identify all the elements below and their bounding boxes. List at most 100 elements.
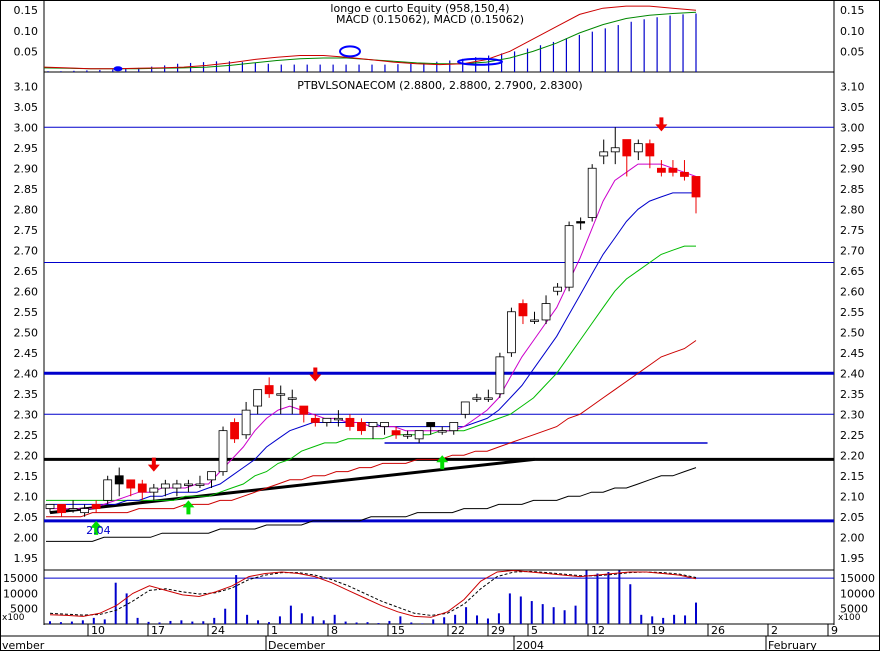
price-y-tick-right: 2.20 — [840, 449, 865, 462]
price-y-tick: 2.70 — [14, 244, 39, 257]
price-y-tick: 2.35 — [14, 388, 39, 401]
candle-body — [357, 422, 366, 432]
x-tick-label: 22 — [451, 624, 465, 637]
macd-title: longo e curto Equity (958,150,4) — [330, 2, 509, 15]
candle-body — [541, 303, 551, 321]
candle-body — [253, 389, 263, 407]
candle-body — [195, 483, 205, 486]
candle-body — [207, 471, 216, 481]
price-y-tick: 2.95 — [14, 142, 39, 155]
price-y-tick-right: 2.95 — [840, 142, 865, 155]
x-tick-label: 24 — [211, 624, 225, 637]
month-label: 2004 — [516, 639, 544, 651]
stochastic-k-line — [49, 569, 697, 618]
candle-body — [449, 422, 459, 432]
price-y-tick-right: 3.05 — [840, 101, 865, 114]
candle-body — [691, 176, 701, 198]
price-y-tick-right: 3.00 — [840, 121, 865, 134]
candle-body — [230, 422, 239, 440]
candle-body — [472, 397, 482, 400]
candle-body — [345, 417, 355, 427]
candle-body — [518, 303, 528, 317]
candle-body — [599, 151, 609, 157]
price-y-tick-right: 2.60 — [840, 285, 865, 298]
candle-body — [299, 405, 309, 415]
price-y-tick-right: 2.45 — [840, 347, 865, 360]
candle-body — [333, 417, 343, 421]
macd-crossover-marker — [339, 45, 361, 58]
candle-body — [103, 479, 113, 501]
x-tick-label: 26 — [711, 624, 725, 637]
candle-body — [276, 393, 286, 396]
x-tick-label: 17 — [151, 624, 165, 637]
moving-average-blue — [46, 192, 696, 505]
macd-y-tick: 0.15 — [14, 4, 39, 17]
price-y-tick: 2.85 — [14, 183, 39, 196]
x-tick-label: 1 — [271, 624, 278, 637]
price-y-tick: 2.05 — [14, 511, 39, 524]
price-title: PTBVLSONAECOM (2.8800, 2.8800, 2.7900, 2… — [297, 79, 582, 92]
buy-arrow-icon — [436, 455, 449, 470]
candle-body — [149, 487, 159, 493]
price-y-tick: 1.95 — [14, 552, 39, 565]
price-y-tick-right: 2.75 — [840, 224, 865, 237]
macd-y-tick-right: 0.15 — [840, 4, 865, 17]
price-annotation: 2.04 — [86, 524, 111, 537]
price-y-tick: 2.10 — [14, 490, 39, 503]
price-y-tick-right: 2.05 — [840, 511, 865, 524]
price-y-tick-right: 2.35 — [840, 388, 865, 401]
candle-body — [483, 397, 493, 400]
candle-body — [622, 139, 632, 157]
volume-panel: 15000 15000 10000 10000 5000 5000 — [3, 569, 875, 624]
month-label: February — [768, 639, 817, 651]
macd-crossover-marker — [457, 57, 503, 66]
price-y-tick: 2.15 — [14, 470, 39, 483]
candle-body — [495, 356, 505, 395]
candle-body — [57, 504, 66, 514]
volume-y-tick-right: 5000 — [840, 603, 868, 616]
candle-body — [633, 143, 643, 153]
x-tick-label: 19 — [651, 624, 665, 637]
x-tick-label: 9 — [831, 624, 838, 637]
candle-body — [114, 475, 124, 485]
volume-y-tick: 5000 — [10, 603, 38, 616]
candle-body — [126, 479, 136, 489]
candle-body — [610, 147, 620, 153]
macd-panel: 0.15 0.15 0.10 0.10 0.05 0.05 — [14, 4, 865, 72]
sell-arrow-icon — [147, 457, 160, 472]
candle-body — [403, 434, 413, 437]
candle-body — [426, 422, 436, 427]
volume-y-tick: 10000 — [3, 587, 38, 600]
candle-body — [553, 286, 562, 292]
stochastic-d-line — [49, 570, 697, 616]
price-y-tick: 2.00 — [14, 531, 39, 544]
price-y-tick-right: 2.65 — [840, 265, 865, 278]
candle-body — [241, 409, 251, 436]
price-y-tick-right: 2.80 — [840, 203, 865, 216]
macd-line — [43, 5, 697, 70]
moving-average-magenta — [46, 163, 697, 510]
x-tick-label: 12 — [591, 624, 605, 637]
sell-arrow-icon — [309, 367, 322, 382]
candle-body — [576, 221, 586, 224]
candle-body — [91, 504, 101, 509]
candle-body — [530, 319, 539, 322]
candle-body — [391, 430, 401, 436]
x-tick-label: 29 — [491, 624, 505, 637]
price-y-tick-right: 2.70 — [840, 244, 865, 257]
candle-body — [645, 143, 655, 157]
price-y-tick-right: 2.00 — [840, 531, 865, 544]
candle-body — [507, 311, 516, 354]
candle-body — [414, 430, 424, 440]
price-y-tick: 2.90 — [14, 162, 39, 175]
price-y-tick: 3.00 — [14, 121, 39, 134]
candle-body — [184, 483, 193, 486]
price-y-tick-right: 3.10 — [840, 80, 865, 93]
x-tick-label: 15 — [391, 624, 405, 637]
price-y-tick-right: 2.15 — [840, 470, 865, 483]
candle-body — [587, 167, 597, 218]
